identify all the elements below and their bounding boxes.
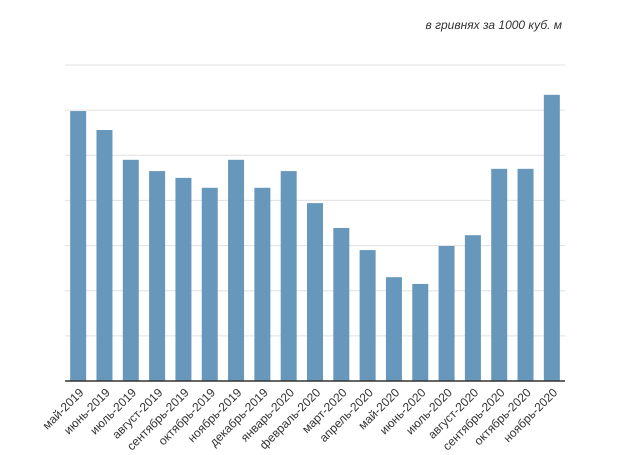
bar xyxy=(438,246,455,381)
bar xyxy=(149,171,166,381)
bar xyxy=(307,203,323,381)
chart-subtitle: в гривнях за 1000 куб. м xyxy=(425,18,562,32)
bar xyxy=(70,111,87,381)
bar xyxy=(96,130,113,381)
bar xyxy=(412,283,429,381)
bar xyxy=(491,168,508,381)
bar xyxy=(228,159,245,381)
bar xyxy=(359,250,376,381)
bar xyxy=(254,187,271,381)
bar xyxy=(280,171,297,381)
bar xyxy=(385,277,402,381)
bar xyxy=(201,187,218,381)
bar xyxy=(333,227,350,381)
bar xyxy=(122,159,139,381)
bar xyxy=(175,177,192,381)
bar xyxy=(517,168,534,381)
bar xyxy=(464,235,481,381)
bar xyxy=(543,94,560,382)
